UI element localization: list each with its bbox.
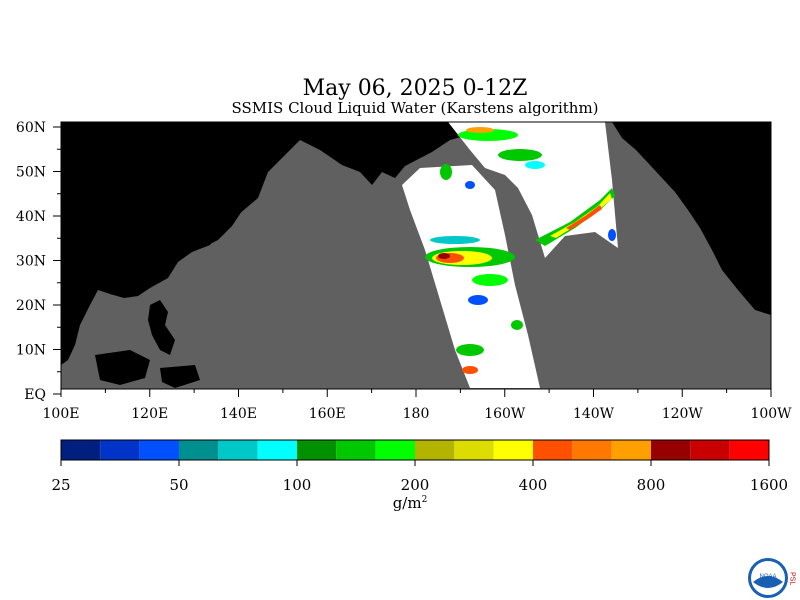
lon-label: 140W — [573, 406, 615, 422]
lat-label: 40N — [16, 209, 46, 225]
colorbar: 25 50 100 200 400 800 1600 — [51, 440, 788, 494]
lat-label: 60N — [16, 120, 46, 136]
colorbar-label: 1600 — [750, 476, 788, 494]
colorbar-swatch — [376, 440, 415, 460]
noaa-logo-text: NOAA — [759, 574, 776, 580]
lon-label: 100E — [43, 406, 80, 422]
colorbar-swatch — [61, 440, 100, 460]
colorbar-swatch — [572, 440, 611, 460]
longitude-axis: 100E 120E 140E 160E 180 160W 140W 120W 100W — [43, 389, 793, 422]
noaa-logo: NOAA PSL — [748, 556, 796, 600]
lat-label: 10N — [16, 343, 46, 359]
colorbar-swatch — [730, 440, 769, 460]
colorbar-label: 400 — [519, 476, 548, 494]
latitude-axis: 60N 50N 40N 30N 20N 10N EQ — [16, 120, 61, 403]
colorbar-label: 100 — [283, 476, 312, 494]
colorbar-label: 25 — [51, 476, 70, 494]
lon-label: 120W — [662, 406, 704, 422]
colorbar-label: 50 — [169, 476, 188, 494]
colorbar-label: 200 — [401, 476, 430, 494]
colorbar-swatch — [415, 440, 454, 460]
lat-label: 30N — [16, 254, 46, 270]
lon-label: 120E — [131, 406, 168, 422]
colorbar-swatch — [651, 440, 690, 460]
colorbar-swatch — [258, 440, 297, 460]
colorbar-label: 800 — [637, 476, 666, 494]
map-area — [61, 122, 771, 389]
psl-text: PSL — [789, 572, 796, 585]
colorbar-swatch — [690, 440, 729, 460]
colorbar-swatch — [100, 440, 139, 460]
colorbar-swatch — [218, 440, 257, 460]
colorbar-swatch — [454, 440, 493, 460]
colorbar-swatch — [612, 440, 651, 460]
lon-label: 160E — [309, 406, 346, 422]
colorbar-swatch — [336, 440, 375, 460]
lon-label: 180 — [403, 406, 430, 422]
lon-label: 140E — [220, 406, 257, 422]
lon-label: 100W — [750, 406, 792, 422]
lon-label: 160W — [484, 406, 526, 422]
lat-label: EQ — [24, 387, 46, 403]
colorbar-swatch — [140, 440, 179, 460]
colorbar-swatch — [179, 440, 218, 460]
colorbar-swatch — [533, 440, 572, 460]
lat-label: 50N — [16, 165, 46, 181]
colorbar-swatch — [494, 440, 533, 460]
colorbar-swatch — [297, 440, 336, 460]
colorbar-units: g/m2 — [380, 494, 440, 512]
lat-label: 20N — [16, 298, 46, 314]
